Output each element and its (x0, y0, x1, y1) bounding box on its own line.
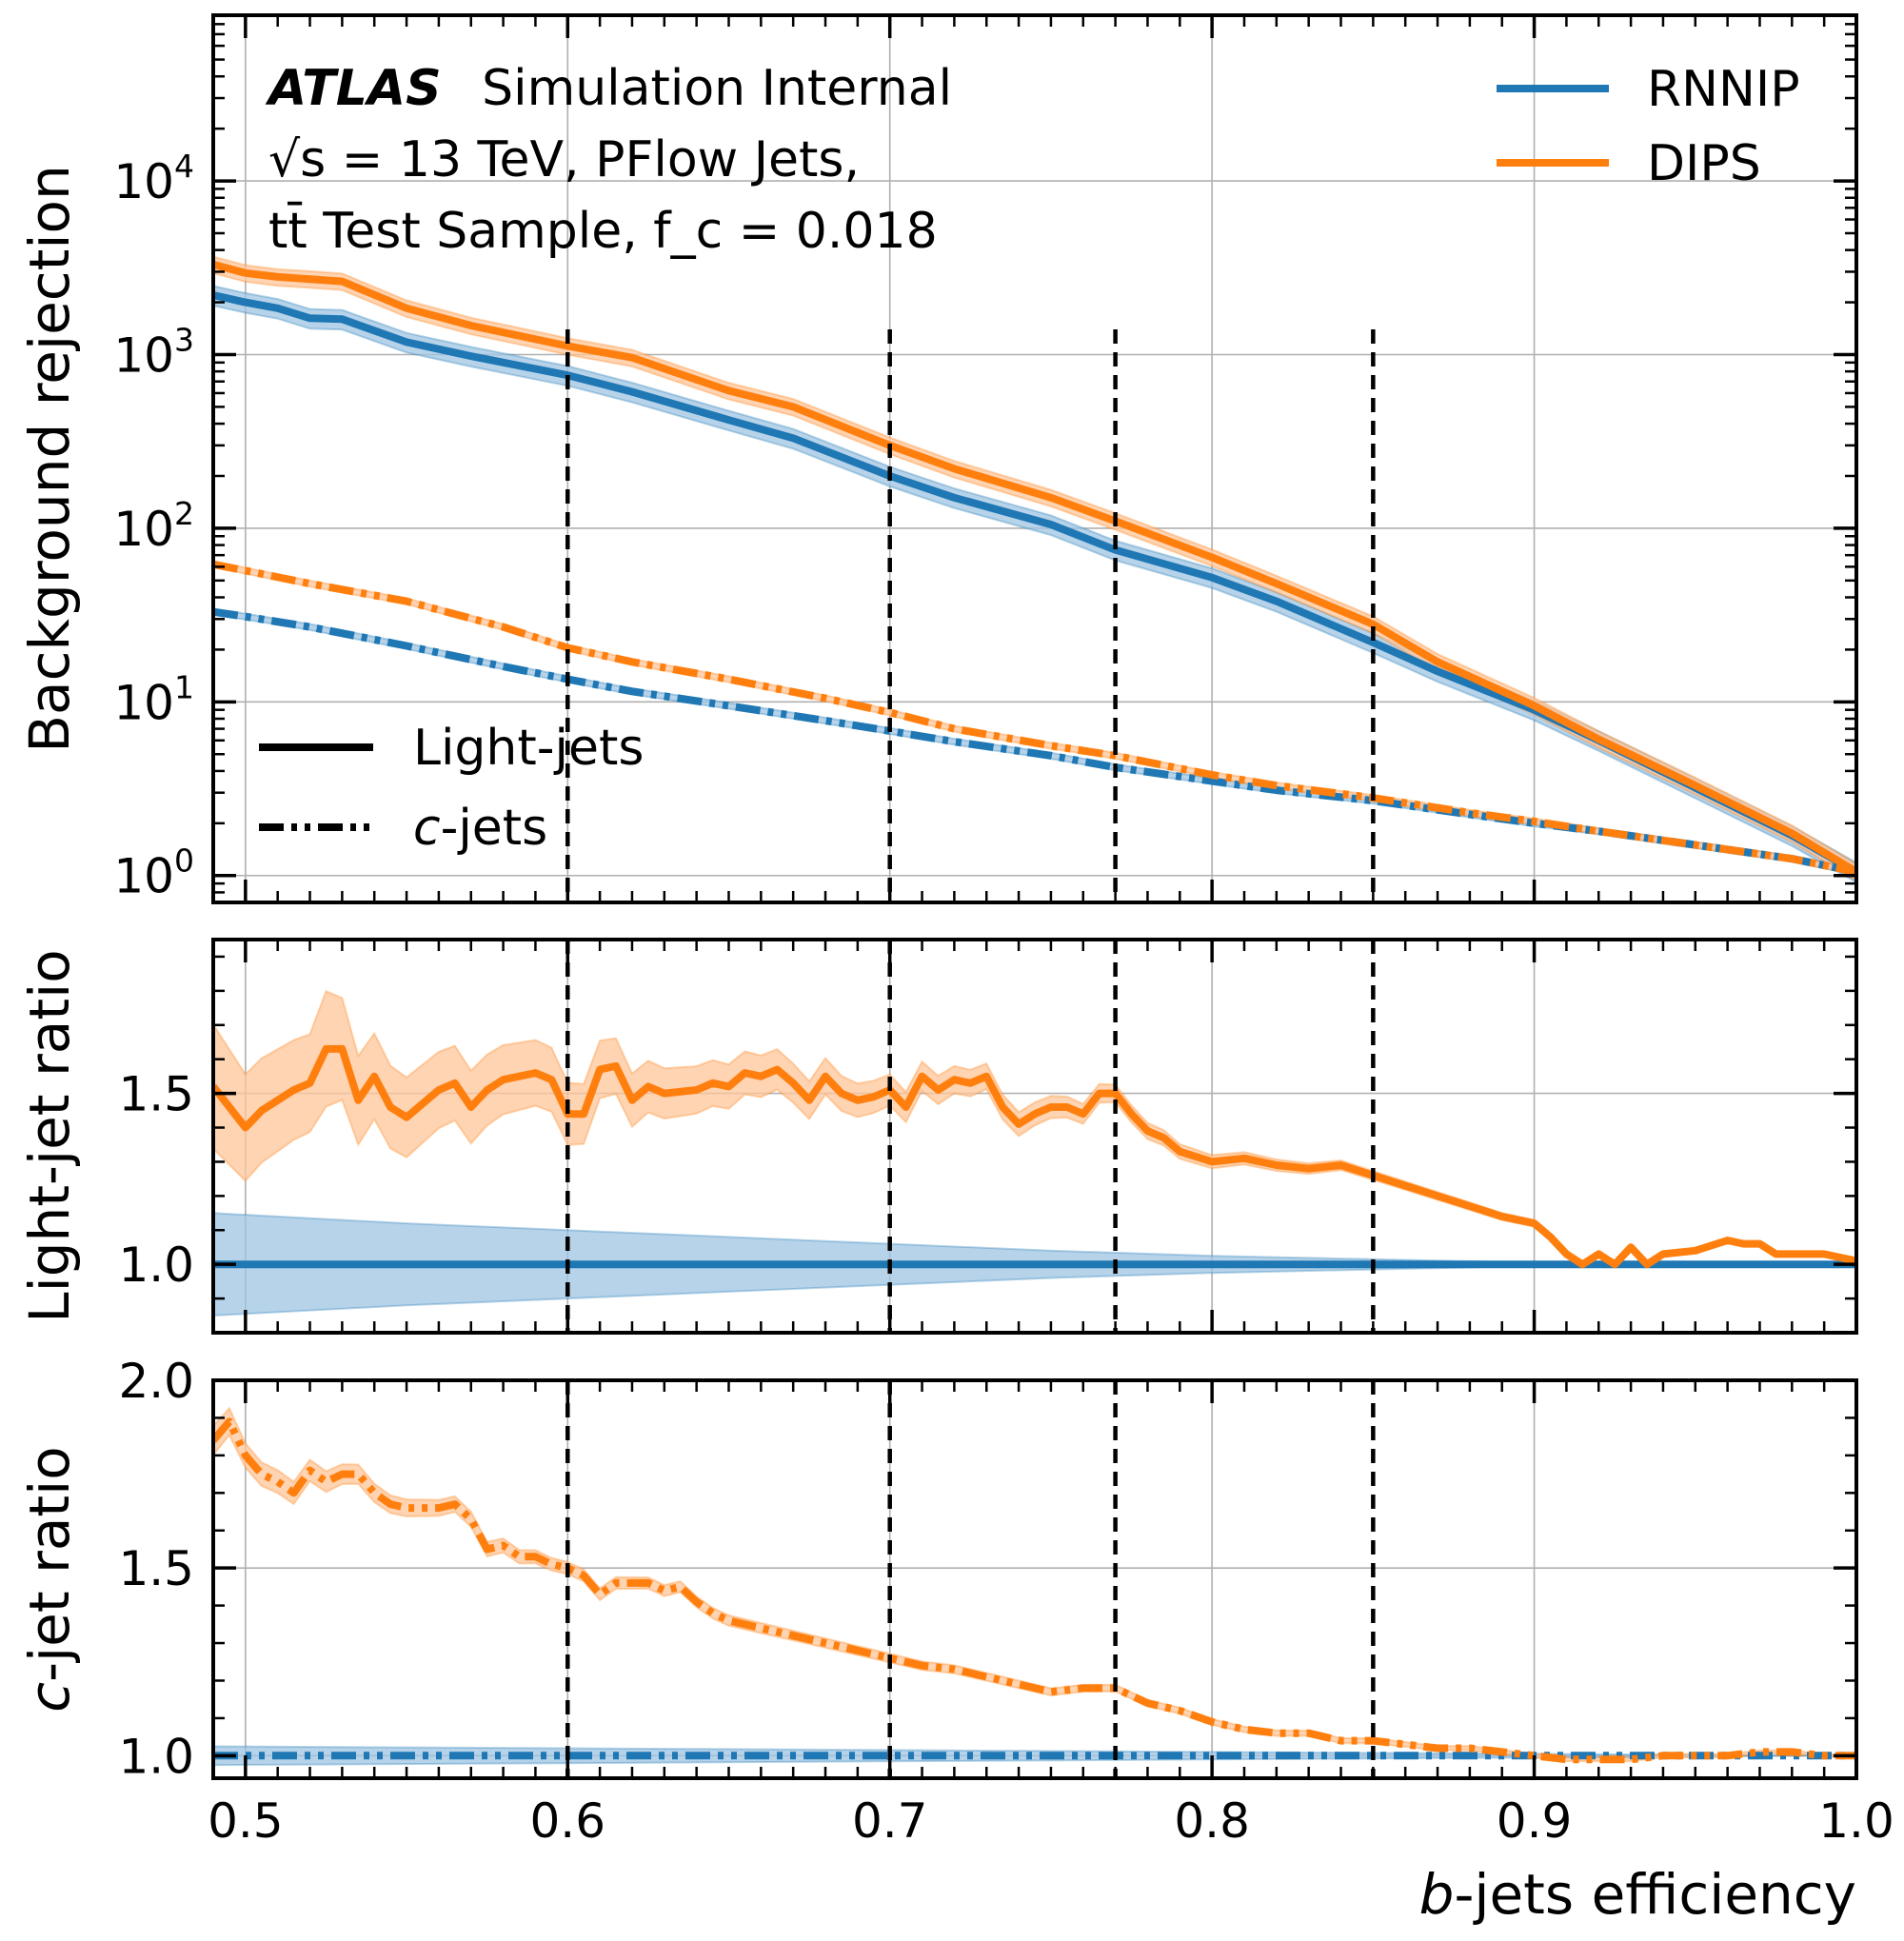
legend-models: RNNIP DIPS (1497, 61, 1800, 192)
series-line-dips-c (213, 560, 1856, 876)
y-axis-label: Light-jet ratio (17, 949, 82, 1322)
x-tick-label: 0.6 (530, 1793, 606, 1849)
plot-area-rejection (213, 255, 1856, 902)
panel-light-ratio: 1.0 1.5 Light-jet ratio (17, 938, 1858, 1335)
series-line-rnnip-light (213, 291, 1856, 876)
y-tick-label: 101 (113, 668, 194, 730)
y-ticks-rejection (213, 23, 1856, 904)
chart-annotation: ATLAS Simulation Internal √s = 13 TeV, P… (265, 60, 952, 260)
y-ticks-light-ratio (213, 955, 1856, 1335)
x-tick-label: 0.5 (208, 1793, 284, 1849)
atlas-brand: ATLAS (265, 60, 442, 117)
y-tick-label: 1.5 (118, 1067, 194, 1122)
y-axis-label: c-jet ratio (17, 1446, 82, 1713)
band-dips (213, 1406, 1856, 1763)
atlas-status: Simulation Internal (482, 60, 952, 117)
x-tick-label: 0.9 (1497, 1793, 1573, 1849)
y-tick-label: 100 (113, 842, 194, 904)
legend-label-rnnip: RNNIP (1647, 61, 1800, 118)
series-line-dips (213, 1417, 1856, 1764)
annotation-sample: tt̄ Test Sample, f_c = 0.018 (268, 202, 938, 260)
grid-c-ratio (213, 1379, 1857, 1778)
frame-c-ratio (211, 1378, 1858, 1780)
y-tick-label: 1.0 (118, 1238, 194, 1293)
frame-rejection (211, 13, 1858, 904)
x-axis-label: b-jets efficiency (1419, 1862, 1856, 1927)
plot-area-c-ratio (213, 1380, 1856, 1778)
annotation-energy: √s = 13 TeV, PFlow Jets, (268, 131, 860, 188)
legend-label-dips: DIPS (1647, 135, 1761, 192)
x-ticks-c-ratio (211, 1380, 1858, 1778)
legend-flavours: Light-jets c-jets (259, 720, 644, 857)
y-tick-label: 1.0 (118, 1729, 194, 1784)
frame-light-ratio (211, 938, 1858, 1335)
y-tick-label: 102 (113, 495, 194, 557)
plot-area-light-ratio (213, 940, 1856, 1333)
y-ticks-c-ratio (213, 1378, 1856, 1758)
panel-c-ratio: 1.0 1.5 2.0 c-jet ratio (17, 1354, 1858, 1784)
panel-rejection: 100 101 102 103 104 Background rejection (17, 13, 1858, 904)
band-rnnip-light (213, 285, 1856, 884)
series-line-dips (213, 1044, 1856, 1269)
x-ticks-light-ratio (211, 940, 1858, 1333)
x-tick-label: 1.0 (1818, 1793, 1894, 1849)
series-line-dips-light (213, 261, 1856, 876)
x-tick-label: 0.8 (1174, 1793, 1250, 1849)
y-tick-label: 2.0 (118, 1354, 194, 1409)
y-tick-label: 1.5 (118, 1541, 194, 1596)
y-tick-label: 103 (113, 321, 194, 383)
y-axis-label: Background rejection (17, 165, 82, 753)
legend-label-c: c-jets (413, 800, 547, 857)
svg-text:ATLAS Simulation Interna: ATLAS Simulation Internal (265, 60, 952, 117)
x-tick-label: 0.7 (852, 1793, 928, 1849)
legend-label-light: Light-jets (413, 720, 644, 777)
y-tick-label: 104 (113, 148, 194, 209)
